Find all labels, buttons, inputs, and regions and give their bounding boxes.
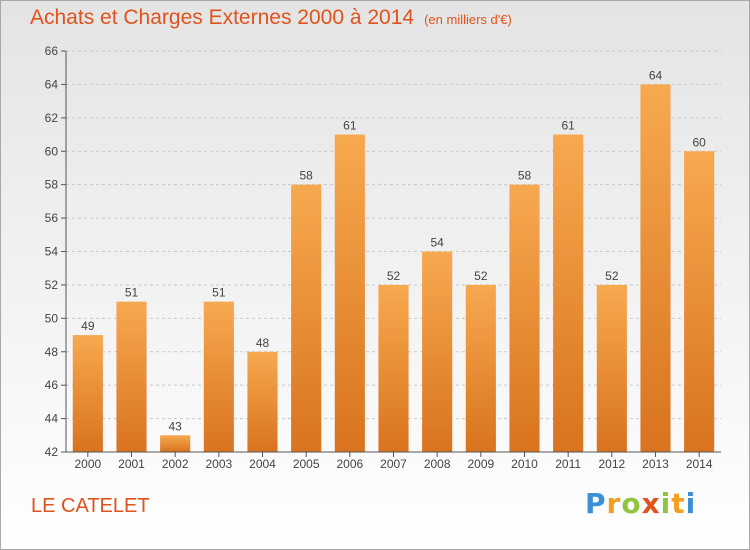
logo-letter: i	[660, 487, 672, 520]
bar[interactable]	[553, 134, 584, 452]
data-label: 54	[430, 236, 444, 250]
chart-unit-label: (en milliers d'€)	[424, 12, 512, 27]
y-tick-label: 64	[45, 77, 59, 91]
y-tick-label: 66	[45, 44, 59, 58]
bar[interactable]	[160, 435, 191, 452]
y-tick-label: 48	[45, 345, 59, 359]
x-tick-label: 2007	[380, 457, 407, 471]
x-tick-label: 2011	[555, 457, 581, 471]
y-tick-label: 46	[45, 378, 59, 392]
y-tick-label: 62	[45, 111, 59, 125]
x-tick-label: 2004	[249, 457, 276, 471]
data-label: 52	[474, 269, 488, 283]
data-label: 58	[299, 169, 313, 183]
data-label: 52	[605, 269, 619, 283]
data-label: 60	[692, 135, 706, 149]
bar[interactable]	[334, 134, 365, 452]
x-tick-label: 2008	[424, 457, 451, 471]
x-tick-label: 2005	[293, 457, 320, 471]
y-tick-label: 56	[45, 211, 59, 225]
x-tick-label: 2002	[162, 457, 189, 471]
data-label: 52	[387, 269, 401, 283]
data-label: 64	[649, 68, 663, 82]
x-tick-label: 2000	[74, 457, 101, 471]
y-tick-label: 50	[45, 311, 59, 325]
x-tick-label: 2009	[467, 457, 494, 471]
logo-letter: o	[621, 487, 642, 520]
x-tick-label: 2010	[511, 457, 538, 471]
logo-letter: P	[585, 487, 607, 520]
y-tick-label: 42	[45, 445, 59, 459]
chart-title-text: Achats et Charges Externes 2000 à 2014	[30, 6, 415, 29]
y-tick-label: 44	[45, 412, 59, 426]
axes: 42 44 46 48 50 52 54 56 58 60 62 64 66 2000 2001 2002 20…	[45, 44, 721, 471]
logo-letter: r	[606, 487, 622, 520]
data-label: 58	[518, 169, 532, 183]
data-label: 43	[168, 419, 182, 433]
bar[interactable]	[116, 301, 147, 452]
bar[interactable]	[247, 351, 278, 452]
logo-letter: x	[641, 487, 661, 520]
x-tick-label: 2014	[686, 457, 713, 471]
data-label: 51	[125, 286, 139, 300]
x-tick-label: 2012	[598, 457, 625, 471]
y-tick-label: 54	[45, 245, 59, 259]
logo-letter: t	[671, 487, 686, 520]
bars: 49 51 43 51 48 58 61 52 54 52 58 61 52 64 60	[72, 68, 715, 453]
x-tick-label: 2001	[118, 457, 145, 471]
bar[interactable]	[203, 301, 234, 452]
bar[interactable]	[378, 284, 409, 452]
location-name: LE CATELET	[31, 495, 150, 517]
y-tick-label: 58	[45, 178, 59, 192]
x-tick-label: 2013	[642, 457, 669, 471]
proxiti-logo[interactable]: Proxiti	[585, 487, 696, 520]
data-label: 51	[212, 286, 226, 300]
bar[interactable]	[684, 151, 715, 452]
logo-letter: i	[685, 487, 697, 520]
bar[interactable]	[291, 184, 322, 452]
bar[interactable]	[640, 84, 671, 453]
bar[interactable]	[422, 251, 453, 453]
x-tick-label: 2006	[336, 457, 363, 471]
y-tick-label: 52	[45, 278, 59, 292]
data-label: 61	[343, 119, 357, 133]
bar[interactable]	[465, 284, 496, 452]
data-label: 61	[561, 119, 575, 133]
y-tick-label: 60	[45, 144, 59, 158]
chart-title: Achats et Charges Externes 2000 à 2014 (e…	[30, 6, 512, 30]
data-label: 48	[256, 336, 270, 350]
bar[interactable]	[72, 335, 103, 452]
bar[interactable]	[596, 284, 627, 452]
data-label: 49	[81, 319, 95, 333]
bar[interactable]	[509, 184, 540, 452]
x-tick-label: 2003	[205, 457, 232, 471]
